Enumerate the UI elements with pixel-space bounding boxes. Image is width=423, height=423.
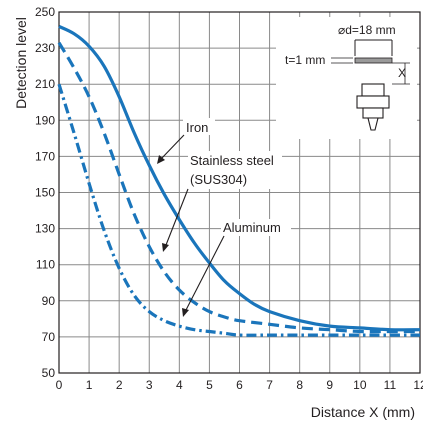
y-tick-label: 150 xyxy=(35,186,55,200)
x-tick-label: 8 xyxy=(296,378,303,392)
inset-thickness-label: t=1 mm xyxy=(285,53,325,67)
sensor-tail xyxy=(367,117,379,131)
curve-iron xyxy=(58,24,421,332)
x-tick-label: 12 xyxy=(413,378,423,392)
x-tick-label: 6 xyxy=(236,378,243,392)
label-iron: Iron xyxy=(186,120,208,135)
x-tick-label: 1 xyxy=(86,378,93,392)
x-tick-label: 7 xyxy=(266,378,273,392)
y-tick-label: 110 xyxy=(36,258,55,272)
label-backdrop-iron xyxy=(183,118,215,135)
leader-stainless xyxy=(165,188,189,246)
x-tick-label: 9 xyxy=(326,378,333,392)
x-tick-label: 5 xyxy=(206,378,213,392)
y-axis-title: Detection level xyxy=(13,17,29,109)
sensor-body xyxy=(356,95,390,109)
y-tick-label: 190 xyxy=(35,113,55,127)
inset-distance-label: X xyxy=(398,66,406,80)
curve-stainless-steel xyxy=(57,41,420,334)
label-aluminum: Aluminum xyxy=(223,220,281,235)
leader-aluminum xyxy=(185,235,225,311)
plot-frame xyxy=(58,11,421,374)
sensor-nut xyxy=(362,107,384,119)
curve-aluminum xyxy=(57,83,421,337)
label-backdrop-aluminum xyxy=(221,219,291,236)
arrowhead-iron xyxy=(157,155,165,164)
y-tick-label: 70 xyxy=(42,330,56,344)
label-stainless-grade: (SUS304) xyxy=(190,172,247,187)
y-tick-label: 210 xyxy=(35,77,55,91)
sensor-target-inset: ⌀d=18 mm t=1 mm X xyxy=(276,17,417,139)
inset-diameter-label: ⌀d=18 mm xyxy=(338,23,396,37)
arrowhead-aluminum xyxy=(182,308,189,317)
label-stainless-steel: Stainless steel xyxy=(190,153,274,168)
curve-annotations: Iron Stainless steel (SUS304) Aluminum xyxy=(157,118,291,317)
x-tick-label: 0 xyxy=(56,378,63,392)
y-tick-label: 50 xyxy=(42,366,56,380)
y-tick-label: 90 xyxy=(42,294,56,308)
sensor-head xyxy=(361,83,385,97)
arrowhead-stainless xyxy=(162,243,169,252)
target-plate xyxy=(354,57,393,64)
x-axis-title: Distance X (mm) xyxy=(311,404,415,420)
x-tick-label: 10 xyxy=(353,378,367,392)
x-tick-label: 11 xyxy=(384,378,397,392)
inset-backdrop xyxy=(276,17,417,139)
y-tick-label: 250 xyxy=(35,5,55,19)
y-tick-label: 170 xyxy=(35,149,55,163)
label-backdrop-stainless xyxy=(188,151,282,189)
x-tick-labels: 0123456789101112 xyxy=(56,378,423,392)
curves xyxy=(57,24,421,337)
leader-iron xyxy=(160,134,185,160)
y-tick-label: 130 xyxy=(35,222,55,236)
x-tick-label: 4 xyxy=(176,378,183,392)
y-tick-label: 230 xyxy=(35,41,55,55)
y-tick-labels: 50 70 90 110 130 150 170 190 210 230 250 xyxy=(35,5,55,380)
x-tick-label: 3 xyxy=(146,378,153,392)
x-tick-label: 2 xyxy=(116,378,123,392)
